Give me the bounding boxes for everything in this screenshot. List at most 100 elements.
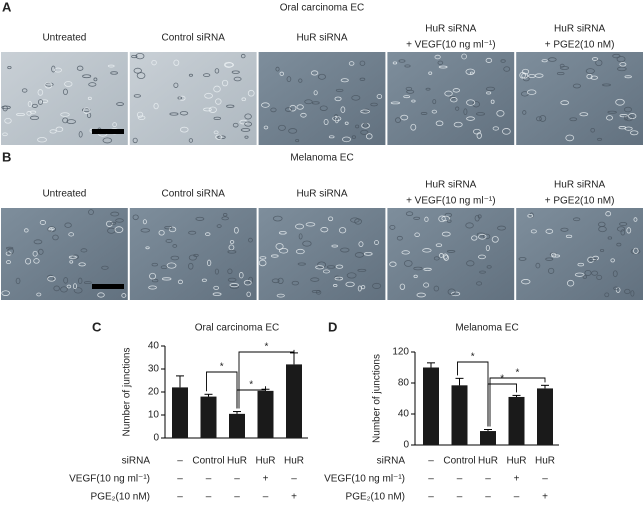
cell [390, 101, 401, 105]
condition-value: + [542, 492, 548, 503]
cell [420, 112, 428, 115]
cell [232, 122, 239, 128]
category-label: HuR [227, 456, 247, 467]
cell [52, 234, 59, 241]
cell [160, 265, 168, 270]
bar [286, 364, 302, 438]
cell [188, 230, 197, 235]
cell [340, 78, 349, 83]
y-axis-label: Number of junctions [122, 348, 133, 437]
cell [240, 53, 246, 59]
cell [589, 257, 597, 262]
cell [595, 59, 603, 67]
cell [213, 116, 221, 120]
cell [323, 118, 329, 126]
cell [582, 275, 588, 279]
cell [295, 223, 304, 230]
cell [492, 126, 499, 131]
cell [27, 101, 32, 107]
scale-bar [92, 129, 124, 134]
column-label: HuR siRNA [554, 24, 605, 35]
cell [229, 283, 239, 288]
cell [482, 233, 491, 240]
cell [552, 254, 561, 258]
cell [469, 71, 474, 75]
cell [326, 265, 336, 269]
cell [80, 248, 88, 253]
cell [535, 262, 541, 269]
cell [243, 279, 252, 286]
cell [188, 254, 197, 261]
cell [362, 122, 368, 128]
cell [573, 217, 581, 222]
cell [177, 96, 183, 100]
cell [545, 228, 554, 234]
cell [565, 234, 573, 239]
cell [226, 104, 235, 108]
cell [585, 68, 595, 74]
cell [545, 257, 554, 261]
cell [461, 53, 467, 60]
cell [305, 222, 316, 227]
cell [83, 281, 92, 285]
condition-value: – [206, 492, 212, 503]
cell [29, 115, 40, 121]
cell [438, 215, 446, 223]
category-label: HuR [478, 456, 498, 467]
cell [317, 261, 327, 269]
cell [63, 277, 69, 284]
cell [222, 213, 228, 217]
cell [298, 233, 303, 240]
cell [311, 290, 321, 294]
cell [392, 61, 398, 65]
cell [476, 132, 482, 139]
cell [431, 109, 437, 114]
row-label: PGE₂(10 nM) [346, 492, 405, 503]
cell [466, 99, 476, 106]
cell [300, 112, 307, 118]
cell [151, 278, 159, 283]
bar [257, 390, 274, 438]
cell [169, 112, 179, 116]
cell [168, 226, 177, 233]
cell [88, 82, 97, 87]
cell [233, 76, 242, 82]
cell [365, 133, 373, 140]
cell [486, 265, 492, 269]
cell [263, 125, 269, 130]
cell [286, 76, 292, 83]
cell [203, 73, 211, 78]
cell [574, 272, 585, 277]
cell [241, 97, 247, 102]
condition-value: – [485, 492, 491, 503]
bar [480, 431, 496, 445]
cell [204, 92, 213, 99]
chart-title: Melanoma EC [455, 323, 518, 334]
cell [590, 75, 598, 80]
cell [115, 218, 124, 223]
cell [471, 235, 478, 241]
cell [271, 254, 279, 258]
significance-bracket [489, 377, 546, 427]
cell [177, 279, 183, 285]
bar [537, 388, 553, 445]
cell [628, 113, 637, 120]
significance-bracket [236, 386, 266, 409]
cell [331, 244, 339, 248]
micrograph [258, 208, 386, 300]
cell [374, 240, 379, 245]
condition-value: – [428, 474, 434, 485]
cell [97, 292, 105, 298]
cell [619, 114, 628, 118]
row-label: VEGF(10 ng ml⁻¹) [69, 474, 150, 485]
cell [446, 219, 452, 223]
cell [476, 281, 483, 286]
cell [396, 235, 403, 241]
cell [478, 254, 486, 260]
cell [62, 117, 69, 124]
cell [64, 81, 73, 87]
cell [613, 286, 619, 291]
cell [83, 107, 91, 114]
cell [73, 287, 83, 294]
y-tick-label: 80 [398, 378, 410, 389]
